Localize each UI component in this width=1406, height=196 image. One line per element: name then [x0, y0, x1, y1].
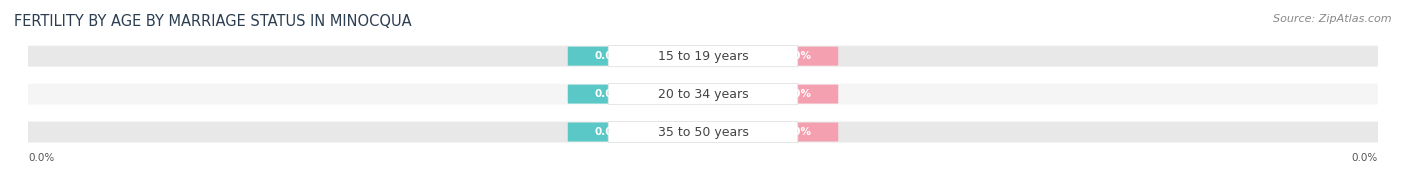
Text: 15 to 19 years: 15 to 19 years: [658, 50, 748, 63]
Text: 0.0%: 0.0%: [593, 89, 623, 99]
FancyBboxPatch shape: [609, 83, 797, 105]
FancyBboxPatch shape: [568, 122, 650, 142]
FancyBboxPatch shape: [568, 47, 650, 66]
FancyBboxPatch shape: [756, 122, 838, 142]
Text: 0.0%: 0.0%: [783, 127, 813, 137]
FancyBboxPatch shape: [609, 121, 797, 143]
Text: 0.0%: 0.0%: [1351, 153, 1378, 163]
Text: 0.0%: 0.0%: [593, 127, 623, 137]
FancyBboxPatch shape: [28, 122, 1378, 142]
FancyBboxPatch shape: [756, 47, 838, 66]
Text: 0.0%: 0.0%: [783, 89, 813, 99]
FancyBboxPatch shape: [609, 45, 797, 67]
FancyBboxPatch shape: [568, 85, 650, 103]
Text: 20 to 34 years: 20 to 34 years: [658, 88, 748, 101]
Text: 0.0%: 0.0%: [593, 51, 623, 61]
Text: 0.0%: 0.0%: [28, 153, 55, 163]
FancyBboxPatch shape: [756, 85, 838, 103]
Text: Source: ZipAtlas.com: Source: ZipAtlas.com: [1274, 14, 1392, 24]
Text: 0.0%: 0.0%: [783, 51, 813, 61]
FancyBboxPatch shape: [28, 46, 1378, 67]
Text: FERTILITY BY AGE BY MARRIAGE STATUS IN MINOCQUA: FERTILITY BY AGE BY MARRIAGE STATUS IN M…: [14, 14, 412, 29]
FancyBboxPatch shape: [28, 84, 1378, 104]
Text: 35 to 50 years: 35 to 50 years: [658, 125, 748, 139]
